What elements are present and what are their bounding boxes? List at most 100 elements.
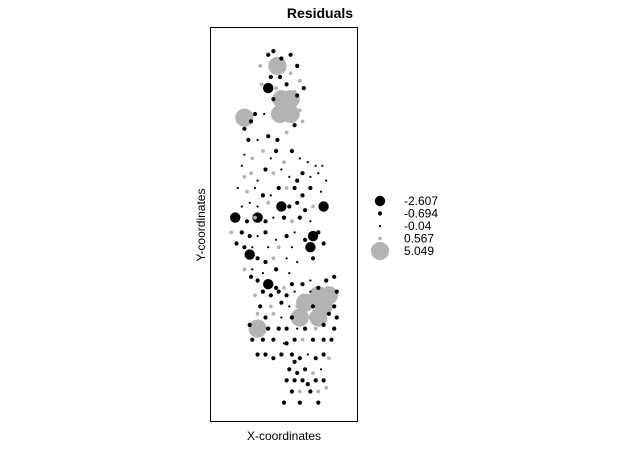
data-point <box>258 64 263 68</box>
data-point <box>327 356 331 361</box>
data-point <box>251 246 254 249</box>
data-point <box>303 367 308 372</box>
data-point <box>329 337 334 342</box>
data-point <box>272 108 277 113</box>
y-axis-label: Y-coordinates <box>194 189 208 262</box>
data-point <box>297 108 302 113</box>
data-point <box>253 186 257 190</box>
data-point <box>263 219 268 224</box>
data-point <box>252 111 258 117</box>
data-point <box>292 337 297 342</box>
points-layer <box>229 49 339 405</box>
data-point <box>239 230 244 235</box>
x-axis-label: X-coordinates <box>247 429 321 443</box>
data-point <box>313 326 318 331</box>
data-point <box>285 257 288 260</box>
data-point <box>293 231 296 234</box>
data-point <box>321 352 326 357</box>
data-point <box>274 267 279 272</box>
data-point <box>303 326 308 331</box>
data-point <box>298 157 301 160</box>
data-point <box>266 52 271 57</box>
data-point <box>261 272 264 275</box>
data-point <box>313 378 318 383</box>
data-point <box>260 337 265 342</box>
data-point <box>300 337 305 342</box>
legend-label: -2.607 <box>404 194 438 208</box>
data-point <box>326 311 331 316</box>
data-point <box>271 311 276 316</box>
data-point <box>267 246 270 249</box>
chart-title: Residuals <box>287 5 353 21</box>
data-point <box>303 208 308 213</box>
data-point <box>289 352 294 357</box>
data-point <box>289 315 294 320</box>
data-point <box>281 104 300 124</box>
data-point <box>295 93 300 98</box>
data-point <box>300 193 305 198</box>
data-point <box>305 382 310 387</box>
data-point <box>321 164 324 167</box>
data-point <box>266 326 271 331</box>
data-point <box>275 137 280 142</box>
data-point <box>242 175 247 179</box>
data-point <box>266 134 271 139</box>
data-point <box>251 268 254 271</box>
data-point <box>296 327 299 330</box>
data-point <box>279 300 284 305</box>
data-point <box>268 304 273 309</box>
data-point <box>289 148 294 154</box>
data-point <box>317 172 320 175</box>
data-point <box>276 245 281 250</box>
data-point <box>259 82 264 87</box>
data-point <box>266 200 271 205</box>
data-point <box>247 234 252 239</box>
data-point <box>307 230 319 242</box>
data-point <box>293 290 296 293</box>
data-point <box>316 400 321 405</box>
data-point <box>316 230 321 235</box>
data-point <box>279 56 284 61</box>
legend-symbol <box>378 236 382 241</box>
data-point <box>249 171 253 176</box>
data-point <box>229 230 234 235</box>
data-point <box>242 245 247 250</box>
data-point <box>284 186 289 190</box>
data-point <box>255 278 260 283</box>
data-point <box>284 234 289 239</box>
data-point <box>281 400 287 405</box>
data-point <box>269 157 272 160</box>
data-point <box>295 200 300 205</box>
data-point <box>260 289 265 294</box>
data-point <box>260 193 265 198</box>
data-point <box>252 212 263 223</box>
data-point <box>280 168 283 171</box>
data-point <box>245 189 249 194</box>
plot-frame <box>210 27 358 422</box>
data-point <box>248 201 251 204</box>
data-point <box>321 322 326 327</box>
data-point <box>309 279 312 282</box>
data-point <box>309 175 312 178</box>
data-point <box>280 316 283 319</box>
data-point <box>324 278 329 283</box>
data-point <box>275 238 278 241</box>
data-point <box>321 241 326 246</box>
data-point <box>284 326 289 331</box>
data-point <box>242 126 247 131</box>
legend-symbol <box>377 211 383 216</box>
data-point <box>289 282 294 287</box>
legend-label: -0.04 <box>404 219 432 233</box>
data-point <box>279 352 284 357</box>
data-point <box>268 293 273 298</box>
data-point <box>271 49 276 54</box>
data-point <box>248 274 254 279</box>
data-point <box>325 179 328 182</box>
data-point <box>282 160 286 165</box>
data-point <box>295 178 300 183</box>
data-point <box>290 246 293 249</box>
data-point <box>309 290 312 293</box>
data-point <box>308 185 313 191</box>
data-point <box>244 219 250 224</box>
data-point <box>308 389 313 394</box>
